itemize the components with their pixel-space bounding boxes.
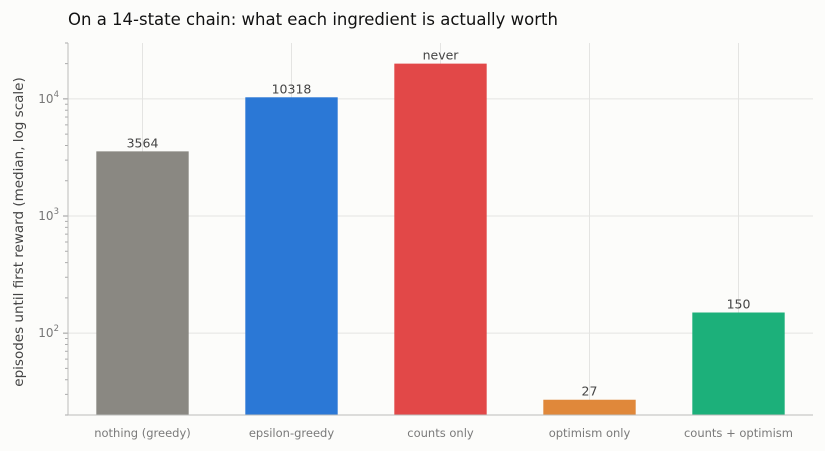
bar: [692, 312, 785, 415]
bar: [394, 63, 487, 416]
bar-value-label: 10318: [272, 81, 312, 96]
x-tick-label: optimism only: [549, 426, 631, 440]
bar: [245, 97, 338, 415]
x-tick-label: counts only: [407, 426, 474, 440]
axes: 102 103 104 nothing (greedy) epsilon-greedy c…: [38, 42, 813, 440]
y-tick-label: 103: [38, 207, 59, 223]
data-labels: 3564 10318 never 27 150: [127, 48, 751, 399]
y-tick-label: 102: [38, 324, 59, 340]
chart-title: On a 14-state chain: what each ingredien…: [68, 10, 558, 29]
x-tick-label: nothing (greedy): [94, 426, 191, 440]
bar: [96, 151, 189, 415]
x-tick-label: counts + optimism: [684, 426, 793, 440]
bar-value-label: never: [423, 48, 460, 63]
x-tick-label: epsilon-greedy: [249, 426, 334, 440]
bar-value-label: 3564: [127, 135, 159, 150]
y-tick-label: 104: [38, 90, 59, 106]
bar: [543, 399, 636, 415]
bars: [96, 63, 785, 416]
bar-value-label: 150: [727, 297, 751, 312]
bar-value-label: 27: [582, 384, 598, 399]
y-axis-label: episodes until first reward (median, log…: [11, 77, 27, 386]
